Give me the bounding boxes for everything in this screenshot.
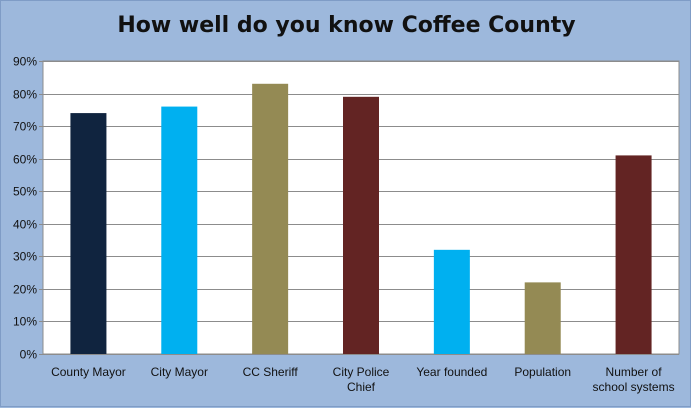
x-tick-label-line: City Police — [333, 365, 390, 379]
x-tick-label: County Mayor — [51, 365, 126, 379]
x-tick-label: CC Sheriff — [243, 365, 299, 379]
y-tick-label: 90% — [13, 55, 37, 69]
y-tick-label: 70% — [13, 120, 37, 134]
x-tick-label: City Mayor — [151, 365, 208, 379]
x-tick-label: Population — [514, 365, 571, 379]
x-tick-label: Year founded — [416, 365, 487, 379]
x-tick-label-line: CC Sheriff — [243, 365, 299, 379]
y-tick-label: 60% — [13, 153, 37, 167]
x-tick-label-line: school systems — [593, 380, 675, 394]
x-tick-label: Number of school systems — [593, 365, 675, 394]
bar — [161, 106, 198, 354]
bar — [524, 282, 561, 354]
y-tick-label: 0% — [20, 348, 38, 362]
bar — [252, 83, 289, 355]
bar — [343, 96, 379, 355]
y-tick-label: 50% — [13, 185, 37, 199]
x-tick-label-line: Year founded — [416, 365, 487, 379]
y-tick-label: 80% — [13, 88, 37, 102]
y-tick-label: 30% — [13, 250, 37, 264]
x-tick-label-line: County Mayor — [51, 365, 126, 379]
chart-title: How well do you know Coffee County — [117, 13, 576, 38]
bar — [70, 113, 107, 354]
y-tick-label: 40% — [13, 218, 37, 232]
x-tick-label-line: Number of — [606, 365, 663, 379]
bar — [433, 249, 470, 354]
x-tick-label-line: Chief — [347, 380, 376, 394]
x-tick-label-line: City Mayor — [151, 365, 208, 379]
y-tick-label: 10% — [13, 315, 37, 329]
x-tick-label-line: Population — [514, 365, 571, 379]
y-tick-label: 20% — [13, 283, 37, 297]
bar — [615, 155, 652, 354]
x-tick-label: City Police Chief — [333, 365, 390, 394]
